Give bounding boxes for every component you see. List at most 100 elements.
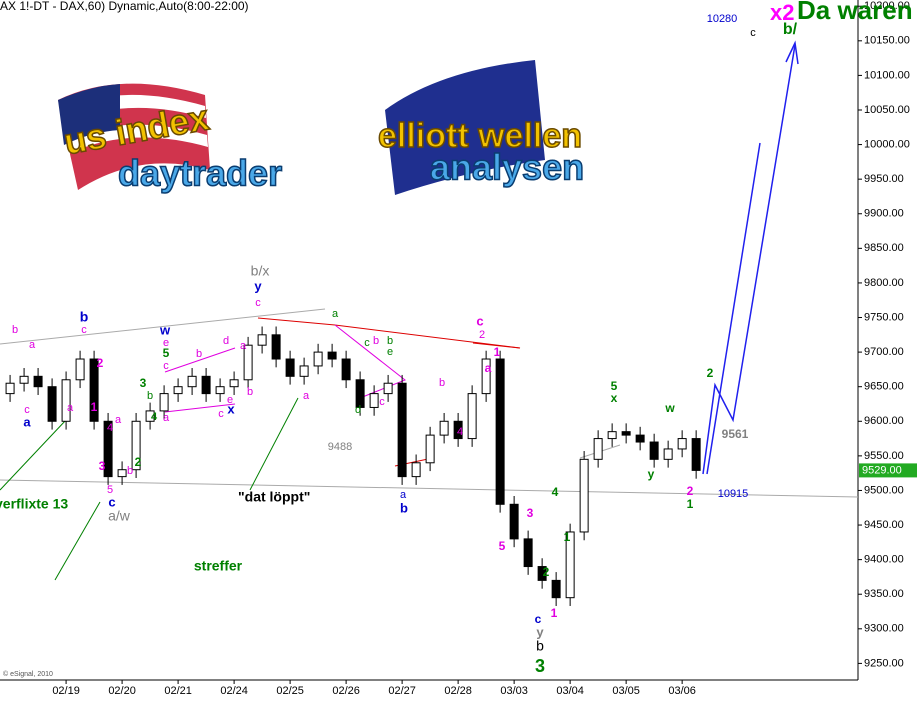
wave-label: 5: [107, 484, 113, 496]
y-tick-label: 9600.00: [864, 415, 904, 427]
wave-label: 2: [687, 484, 694, 498]
candle-body: [495, 358, 505, 505]
candle-body: [453, 420, 463, 440]
wave-label: c: [24, 404, 30, 416]
wave-label: b: [247, 386, 253, 398]
wave-label: x: [227, 401, 235, 416]
y-tick-label: 9550.00: [864, 450, 904, 462]
wave-label: a: [240, 340, 247, 352]
wave-label: b: [373, 335, 379, 347]
y-tick-label: 9350.00: [864, 588, 904, 600]
wave-label: a: [303, 390, 310, 402]
wave-label: b: [127, 465, 133, 477]
last-price-label: 9529.00: [862, 464, 902, 476]
y-tick-label: 9950.00: [864, 173, 904, 185]
y-tick-label: 9300.00: [864, 623, 904, 635]
candle-body: [369, 393, 379, 408]
x-tick-label: 02/25: [276, 685, 304, 697]
logo-eu: elliott wellen analysen: [377, 60, 585, 195]
wave-label: 5: [163, 346, 170, 360]
wave-label: 1: [551, 606, 558, 620]
candle-body: [257, 334, 267, 346]
candle-body: [313, 351, 323, 367]
candle-body: [271, 334, 281, 360]
wave-label: c: [476, 313, 483, 328]
wave-label: b: [387, 335, 393, 347]
wave-label: b: [536, 638, 544, 654]
candle-body: [649, 441, 659, 460]
candle-body: [551, 579, 561, 599]
wave-label: a: [400, 489, 407, 501]
wave-label: c: [108, 494, 115, 509]
logo-text: daytrader: [118, 153, 282, 194]
wave-label: b: [400, 500, 408, 515]
x-tick-label: 02/27: [388, 685, 416, 697]
candle-body: [355, 379, 365, 408]
candle-body: [145, 410, 155, 422]
candle-body: [117, 469, 127, 478]
y-tick-label: 9900.00: [864, 208, 904, 220]
candle-body: [537, 566, 547, 581]
wave-label: 5: [499, 539, 506, 553]
candle-body: [383, 382, 393, 395]
candle-body: [425, 434, 435, 464]
wave-label: e: [163, 337, 169, 349]
wave-label: verflixte 13: [0, 496, 68, 512]
candle-body: [215, 386, 225, 395]
candle-body: [607, 431, 617, 440]
wave-label: a: [23, 414, 31, 429]
candle-body: [509, 503, 519, 540]
wave-label: 4: [107, 422, 113, 434]
candle-body: [89, 358, 99, 422]
wave-label: e: [227, 394, 233, 406]
wave-label: b: [147, 390, 153, 402]
wave-label: 2: [479, 329, 485, 341]
wave-label: c: [364, 337, 370, 349]
candle-body: [187, 375, 197, 388]
candle-body: [341, 358, 351, 381]
x-tick-label: 02/24: [220, 685, 248, 697]
x-tick-label: 02/26: [332, 685, 360, 697]
logo-us: us index daytrader: [58, 83, 283, 194]
candle-body: [61, 379, 71, 422]
wave-label: w: [664, 401, 675, 415]
wave-label: c: [255, 297, 261, 309]
wave-label: a: [163, 412, 170, 424]
candle-body: [411, 462, 421, 478]
wave-label: a: [67, 402, 74, 414]
candle-body: [201, 375, 211, 395]
wave-label: a: [115, 414, 122, 426]
wave-label: 2: [135, 455, 142, 469]
candle-body: [327, 351, 337, 360]
y-tick-label: 9500.00: [864, 484, 904, 496]
y-tick-label: 9750.00: [864, 311, 904, 323]
candle-body: [159, 393, 169, 412]
x-tick-label: 03/06: [668, 685, 696, 697]
wave-label: 1: [687, 497, 694, 511]
candle-body: [103, 420, 113, 478]
logo-text: analysen: [430, 147, 584, 188]
wave-label: c: [750, 27, 756, 39]
wave-label: 10280: [707, 13, 738, 25]
y-tick-label: 10200.00: [864, 0, 910, 12]
wave-label: y: [536, 624, 544, 639]
wave-label: e: [387, 346, 393, 358]
wave-label: 3: [535, 656, 545, 676]
candle-body: [565, 531, 575, 599]
candle-body: [621, 431, 631, 436]
wave-label: 2: [707, 366, 714, 380]
candle-body: [467, 393, 477, 440]
candle-body: [229, 379, 239, 388]
candle-body: [173, 386, 183, 395]
candle-body: [677, 438, 687, 450]
wave-label: 5: [611, 379, 618, 393]
wave-label: a/w: [108, 508, 131, 524]
logo-text: elliott wellen: [378, 117, 582, 155]
y-tick-label: 9450.00: [864, 519, 904, 531]
y-tick-label: 10000.00: [864, 138, 910, 150]
wave-label: 9561: [722, 427, 749, 441]
wave-label: y: [254, 278, 262, 293]
wave-label: d: [223, 335, 229, 347]
chart-title: AX 1!-DT - DAX,60) Dynamic,Auto(8:00-22:…: [0, 0, 249, 13]
